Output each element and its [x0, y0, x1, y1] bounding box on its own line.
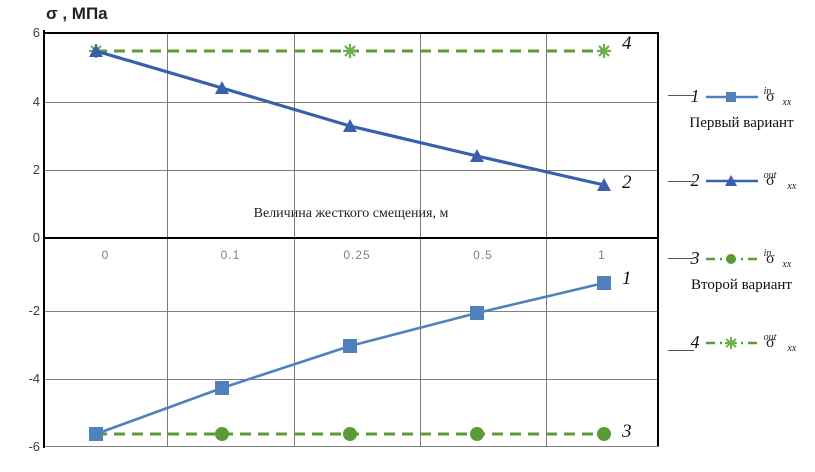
gridline-x-1	[167, 33, 168, 447]
series-2-markers	[89, 44, 611, 191]
gridline-neg2	[44, 311, 658, 312]
legend-entry-1[interactable]: 1 σinxx	[686, 85, 792, 108]
gridline-x-2	[294, 33, 295, 447]
x-axis-zero-line	[44, 237, 658, 239]
legend-swatch-series-2	[704, 172, 760, 190]
legend-entry-2[interactable]: 2 σoutxx	[686, 169, 797, 192]
legend-symbol-4: σoutxx	[763, 331, 797, 354]
plot-frame-right	[657, 32, 659, 447]
legend-number-4: 4	[690, 332, 700, 352]
series-label-3: 3	[622, 421, 632, 442]
series-1-line	[95, 281, 605, 436]
series-2-group	[89, 44, 611, 191]
x-axis-title: Величина жесткого смещения, м	[253, 206, 449, 221]
legend-number-1: 1	[690, 86, 700, 106]
gridline-4	[44, 102, 658, 103]
series-2-line	[95, 49, 605, 187]
legend-entry-3[interactable]: 3 σinxx	[686, 247, 792, 270]
series-1-group	[89, 276, 611, 441]
plot-frame-bottom	[44, 446, 659, 447]
x-tick-0.25: 0.25	[343, 248, 371, 262]
series-3-group	[89, 427, 611, 441]
legend-swatch-series-1	[704, 88, 760, 106]
legend-swatch-series-3	[704, 250, 760, 268]
legend-number-3: 3	[690, 248, 700, 268]
legend-divider-3	[668, 258, 694, 259]
series-label-1: 1	[622, 268, 632, 289]
legend-entry-4[interactable]: 4 σoutxx	[686, 331, 797, 354]
x-tick-0: 0	[101, 248, 110, 262]
legend-swatch-series-4	[704, 334, 760, 352]
x-tick-1: 1	[598, 248, 606, 262]
legend-symbol-2: σoutxx	[763, 169, 797, 192]
x-tick-0.1: 0.1	[220, 248, 241, 262]
series-label-2: 2	[622, 172, 632, 193]
gridline-neg4	[44, 379, 658, 380]
legend-symbol-1: σinxx	[763, 85, 792, 108]
gridline-2	[44, 170, 658, 171]
series-4-group	[89, 44, 611, 58]
y-axis-title: σ , МПа	[46, 4, 108, 23]
legend: 1 σinxx Первый вариант 2 σoutxx	[668, 0, 815, 472]
legend-divider-4	[668, 350, 694, 351]
legend-divider-1	[668, 95, 694, 96]
legend-group-title-2: Второй вариант	[691, 277, 792, 293]
y-axis-line	[43, 30, 45, 448]
legend-symbol-3: σinxx	[763, 247, 792, 270]
legend-group-title-1: Первый вариант	[689, 115, 794, 131]
series-label-4: 4	[622, 33, 632, 54]
x-tick-0.5: 0.5	[473, 248, 493, 262]
plot-frame-top	[44, 32, 659, 34]
gridline-x-4	[546, 33, 547, 447]
gridline-x-3	[420, 33, 421, 447]
legend-divider-2	[668, 181, 694, 182]
legend-number-2: 2	[690, 170, 700, 190]
series-1-markers	[89, 276, 611, 441]
